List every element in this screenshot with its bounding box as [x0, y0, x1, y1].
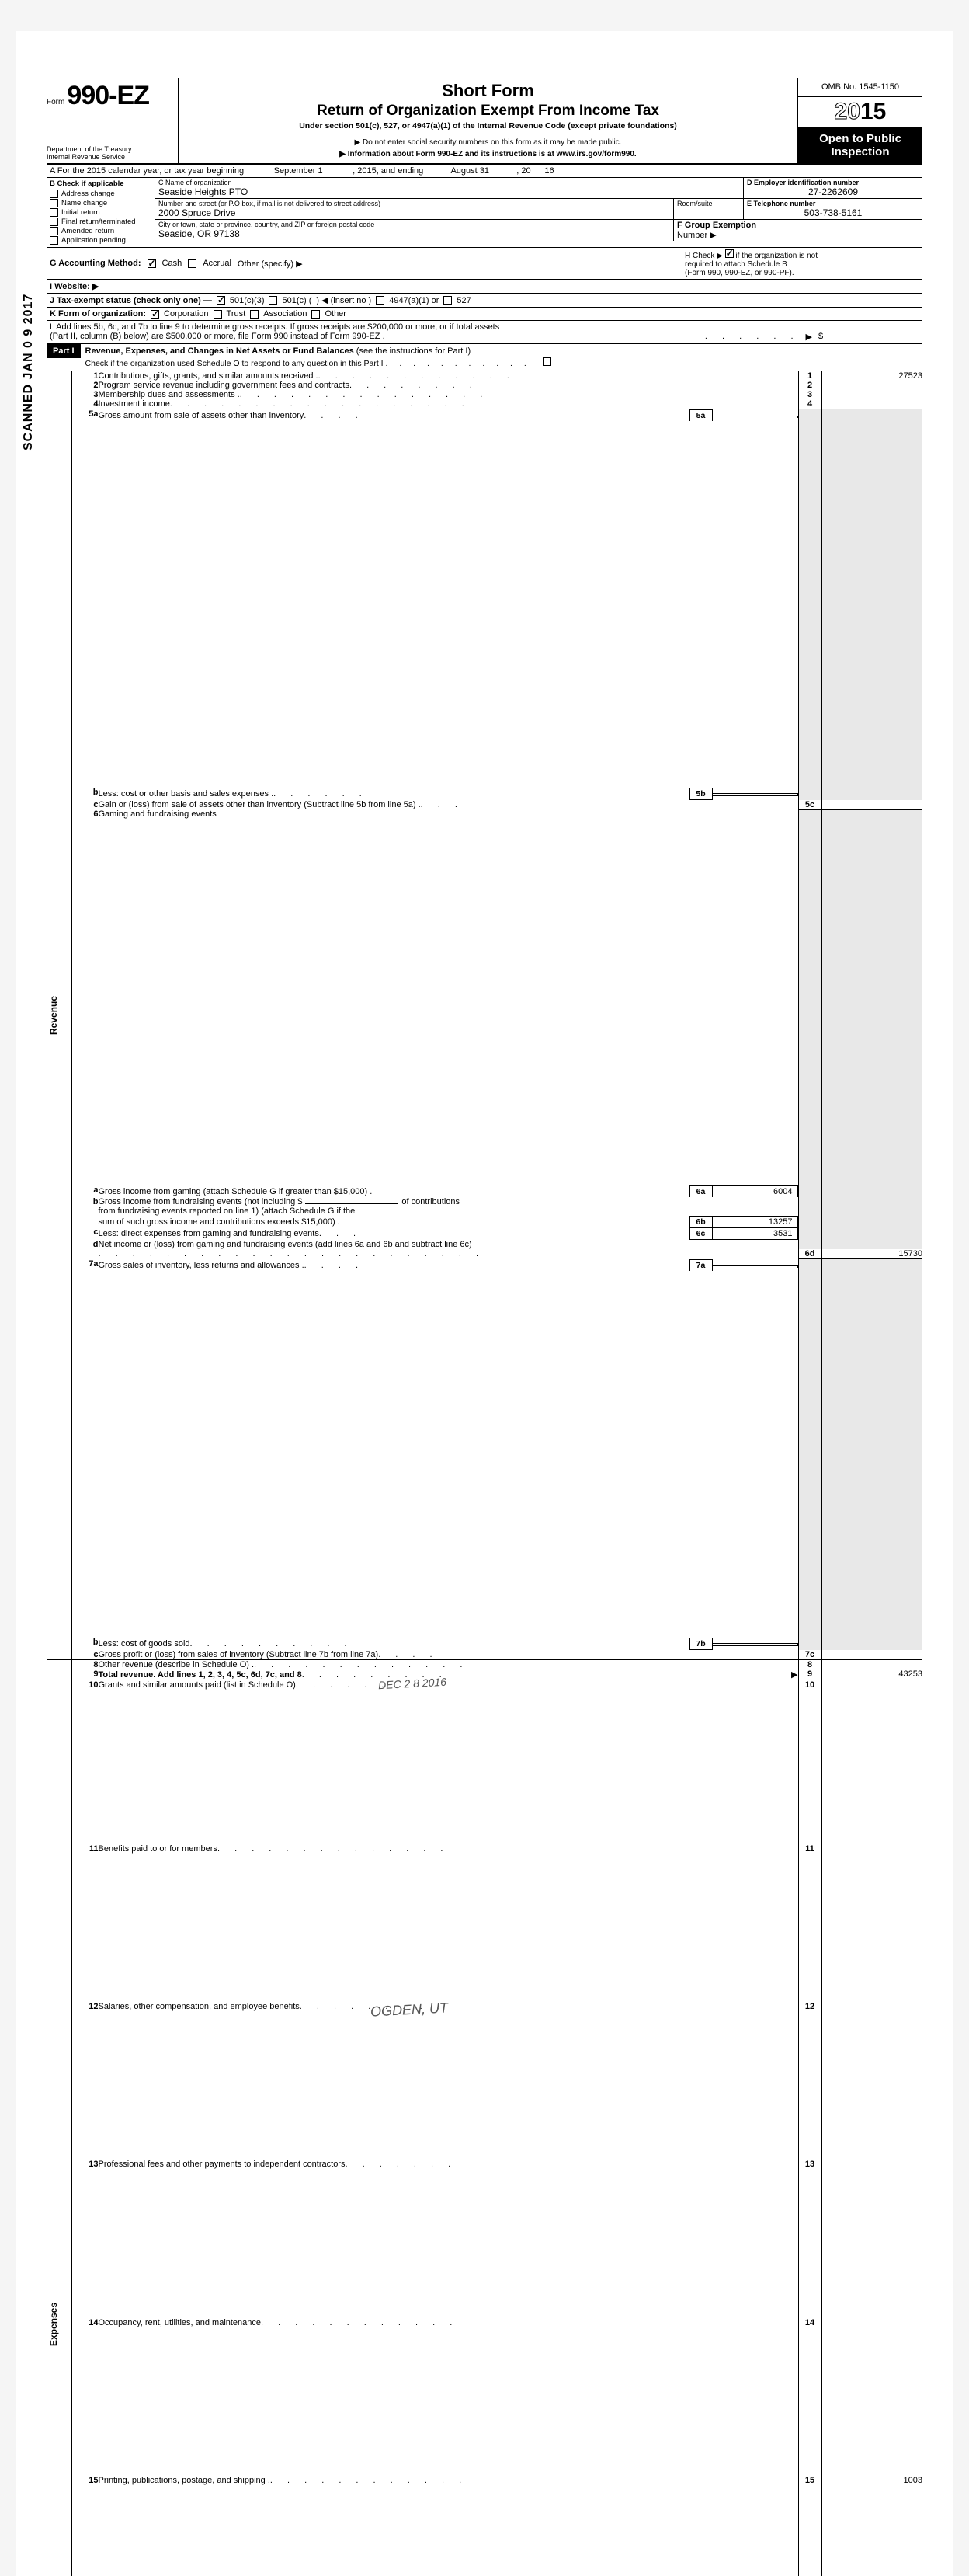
row-h-schedule-b: H Check ▶ if the organization is not req… — [682, 248, 922, 279]
tax-year-begin: September 1 — [244, 166, 353, 176]
received-stamp-city: OGDEN, UT — [370, 2000, 448, 2021]
chk-app-pending[interactable] — [50, 236, 58, 245]
chk-schedule-o-part1[interactable] — [543, 357, 551, 366]
chk-4947[interactable] — [376, 296, 384, 305]
val-line-6c: 3531 — [713, 1227, 798, 1240]
part-1-header: Part I Revenue, Expenses, and Changes in… — [47, 344, 922, 371]
row-l-gross-receipts: L Add lines 5b, 6c, and 7b to line 9 to … — [47, 321, 922, 344]
section-expenses: Expenses — [47, 1680, 61, 2576]
form-number: 990-EZ — [67, 81, 149, 110]
org-phone: 503-738-5161 — [747, 207, 919, 218]
section-revenue: Revenue — [47, 371, 61, 1659]
chk-other-org[interactable] — [311, 310, 320, 319]
label-street: Number and street (or P.O box, if mail i… — [158, 200, 670, 207]
tax-year-end-month: August 31 — [423, 166, 516, 176]
label-phone: E Telephone number — [747, 200, 919, 207]
lines-table: Revenue 1 Contributions, gifts, grants, … — [47, 371, 922, 2576]
chk-address-change[interactable] — [50, 190, 58, 198]
org-name: Seaside Heights PTO — [158, 186, 740, 197]
label-org-name: C Name of organization — [158, 179, 740, 186]
label-room: Room/suite — [674, 199, 744, 219]
chk-accrual[interactable] — [188, 259, 196, 268]
tax-year-end-yr: 16 — [531, 166, 554, 176]
row-g-accounting: G Accounting Method: Cash Accrual Other … — [47, 248, 922, 280]
row-j-tax-exempt: J Tax-exempt status (check only one) — 5… — [47, 294, 922, 308]
chk-corporation[interactable] — [151, 310, 159, 319]
omb-number: OMB No. 1545-1150 — [798, 78, 922, 97]
row-k-form-org: K Form of organization: Corporation Trus… — [47, 308, 922, 321]
ein: 27-2262609 — [747, 186, 919, 197]
scanned-stamp: SCANNED JAN 0 9 2017 — [22, 294, 36, 451]
title-main: Return of Organization Exempt From Incom… — [185, 103, 791, 120]
val-line-15: 1003 — [821, 2476, 922, 2576]
org-city: Seaside, OR 97138 — [158, 228, 670, 239]
tax-year: 2015 — [798, 97, 922, 127]
chk-name-change[interactable] — [50, 199, 58, 207]
title-sub: Under section 501(c), 527, or 4947(a)(1)… — [185, 121, 791, 131]
title-short: Short Form — [185, 81, 791, 101]
org-street: 2000 Spruce Drive — [158, 207, 670, 218]
form-word: Form — [47, 98, 64, 106]
chk-trust[interactable] — [214, 310, 222, 319]
col-b-checkboxes: B Check if applicable Address change Nam… — [47, 178, 155, 247]
form-page: SCANNED JAN 0 9 2017 Form 990-EZ Departm… — [16, 31, 953, 2576]
chk-501c[interactable] — [269, 296, 277, 305]
line-a-tax-year: A For the 2015 calendar year, or tax yea… — [47, 165, 922, 178]
chk-501c3[interactable] — [217, 296, 225, 305]
form-header: Form 990-EZ Department of the Treasury I… — [47, 78, 922, 165]
chk-association[interactable] — [250, 310, 259, 319]
val-line-1: 27523 — [821, 371, 922, 381]
chk-527[interactable] — [443, 296, 452, 305]
chk-final-return[interactable] — [50, 218, 58, 226]
chk-cash[interactable] — [148, 259, 156, 268]
title-note-2: ▶ Information about Form 990-EZ and its … — [185, 150, 791, 158]
label-city: City or town, state or province, country… — [158, 221, 670, 228]
val-line-6d: 15730 — [821, 1249, 922, 1259]
open-to-public: Open to Public Inspection — [798, 127, 922, 163]
val-line-6a: 6004 — [713, 1185, 798, 1197]
block-bcdef: B Check if applicable Address change Nam… — [47, 178, 922, 248]
label-ein: D Employer identification number — [747, 179, 919, 186]
dept-irs: Internal Revenue Service — [47, 154, 173, 162]
chk-amended[interactable] — [50, 227, 58, 235]
title-note-1: ▶ Do not enter social security numbers o… — [185, 138, 791, 147]
label-group-exemption: F Group Exemption — [677, 221, 756, 230]
chk-initial-return[interactable] — [50, 208, 58, 217]
row-i-website: I Website: ▶ — [47, 280, 922, 294]
val-line-9: 43253 — [821, 1669, 922, 1680]
chk-not-schedule-b[interactable] — [725, 249, 734, 258]
val-line-6b: 13257 — [713, 1216, 798, 1227]
